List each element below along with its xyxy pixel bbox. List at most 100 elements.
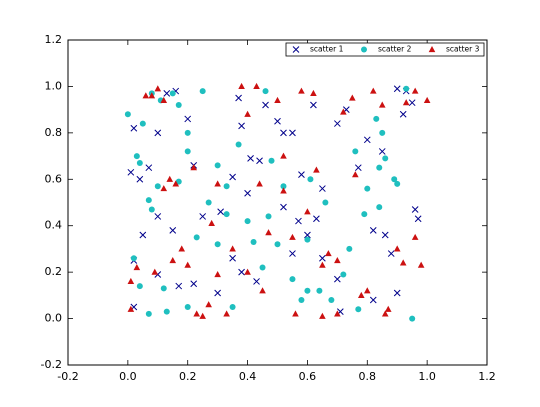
point — [289, 129, 296, 137]
point — [238, 268, 245, 276]
point — [280, 183, 287, 190]
point — [387, 250, 395, 257]
point — [214, 289, 221, 297]
legend-label: scatter 3 — [446, 45, 480, 54]
point — [352, 148, 359, 155]
x-tick-label: -0.2 — [57, 370, 78, 383]
point — [295, 217, 302, 225]
point — [235, 94, 242, 102]
point — [289, 276, 296, 283]
x-tick-label: 0.2 — [179, 370, 197, 383]
point — [214, 241, 221, 248]
point — [184, 115, 192, 123]
point — [229, 173, 236, 181]
point — [352, 171, 359, 178]
point — [319, 254, 326, 262]
point — [361, 211, 368, 218]
point — [154, 129, 162, 137]
point — [384, 305, 392, 312]
point — [319, 261, 326, 268]
point — [175, 282, 183, 290]
point — [411, 233, 419, 240]
point — [214, 180, 221, 187]
point — [193, 310, 200, 317]
point — [268, 157, 275, 164]
point — [178, 245, 186, 252]
y-tick-label: 0.0 — [45, 312, 63, 325]
point — [376, 164, 383, 171]
legend-label: scatter 2 — [378, 45, 412, 54]
point — [328, 297, 335, 303]
point — [262, 101, 269, 109]
point — [369, 87, 377, 94]
point — [169, 90, 176, 97]
x-tick-label: 1.0 — [418, 370, 436, 383]
point — [393, 85, 401, 93]
x-tick-label: 0.0 — [119, 370, 137, 383]
point — [205, 199, 212, 206]
point — [414, 215, 422, 223]
point — [369, 227, 377, 234]
point — [319, 312, 326, 319]
point — [364, 185, 371, 192]
point — [304, 236, 311, 243]
point — [399, 110, 407, 118]
point — [307, 176, 314, 183]
point — [280, 152, 287, 159]
point — [280, 187, 287, 194]
x-tick-label: 0.4 — [239, 370, 257, 383]
point — [381, 231, 389, 239]
y-tick-label: -0.2 — [41, 358, 62, 371]
point — [166, 175, 174, 182]
point — [340, 108, 347, 115]
point — [172, 180, 180, 187]
point — [145, 310, 152, 317]
point — [223, 310, 230, 317]
point — [354, 164, 362, 172]
point — [199, 213, 207, 220]
point — [322, 199, 329, 206]
legend-marker — [361, 46, 367, 53]
point — [340, 271, 347, 278]
point — [214, 162, 221, 169]
point — [151, 268, 159, 275]
point — [346, 245, 353, 252]
point — [349, 94, 356, 101]
point — [304, 287, 311, 294]
point — [253, 82, 260, 90]
point — [160, 185, 168, 192]
point — [262, 88, 269, 95]
point — [259, 287, 266, 294]
point — [184, 148, 191, 155]
point — [238, 82, 245, 90]
point — [136, 175, 144, 183]
y-tick-label: 0.8 — [45, 126, 63, 139]
point — [229, 254, 236, 262]
point — [256, 157, 263, 165]
point — [319, 185, 326, 192]
point — [274, 241, 281, 248]
point — [229, 245, 236, 252]
y-tick-label: 0.6 — [45, 172, 63, 185]
point — [316, 287, 323, 294]
point — [378, 101, 386, 108]
point — [238, 122, 245, 130]
point — [393, 245, 401, 252]
point — [223, 183, 230, 190]
point — [256, 180, 263, 187]
point — [403, 85, 410, 92]
point — [399, 259, 407, 266]
point — [379, 129, 386, 136]
y-tick-label: 0.4 — [45, 219, 63, 232]
point — [363, 136, 371, 144]
point — [304, 231, 311, 239]
point — [190, 164, 197, 171]
point — [411, 87, 419, 94]
point — [334, 120, 341, 127]
point — [391, 176, 398, 183]
x-tick-label: 0.8 — [359, 370, 377, 383]
point — [417, 261, 425, 268]
point — [136, 283, 143, 290]
point — [280, 203, 287, 211]
